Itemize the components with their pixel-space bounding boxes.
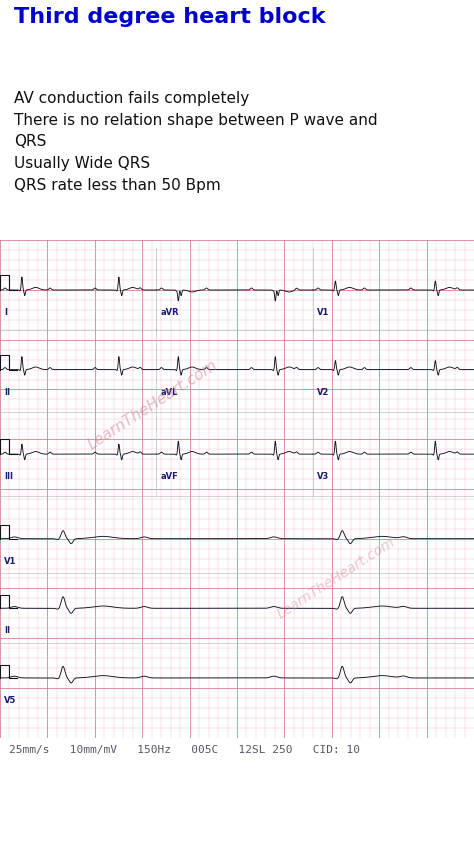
Text: 25mm/s   10mm/mV   150Hz   005C   12SL 250   CID: 10: 25mm/s 10mm/mV 150Hz 005C 12SL 250 CID: … [9,745,361,755]
Text: aVL: aVL [160,388,178,397]
Text: V3: V3 [317,472,329,481]
Text: V1: V1 [317,309,329,317]
Text: II: II [4,626,10,636]
Text: aVR: aVR [160,309,179,317]
Text: Third degree heart block: Third degree heart block [14,8,326,27]
Text: LearnTheHeart.com: LearnTheHeart.com [275,534,398,621]
Text: I: I [4,309,7,317]
Text: V1: V1 [4,557,16,566]
Text: AV conduction fails completely
There is no relation shape between P wave and
QRS: AV conduction fails completely There is … [14,91,378,193]
Text: III: III [4,472,13,481]
Text: aVF: aVF [160,472,178,481]
Text: II: II [4,388,10,397]
Text: V2: V2 [317,388,329,397]
Text: LearnTheHeart.com: LearnTheHeart.com [85,357,220,452]
Text: V5: V5 [4,696,16,705]
